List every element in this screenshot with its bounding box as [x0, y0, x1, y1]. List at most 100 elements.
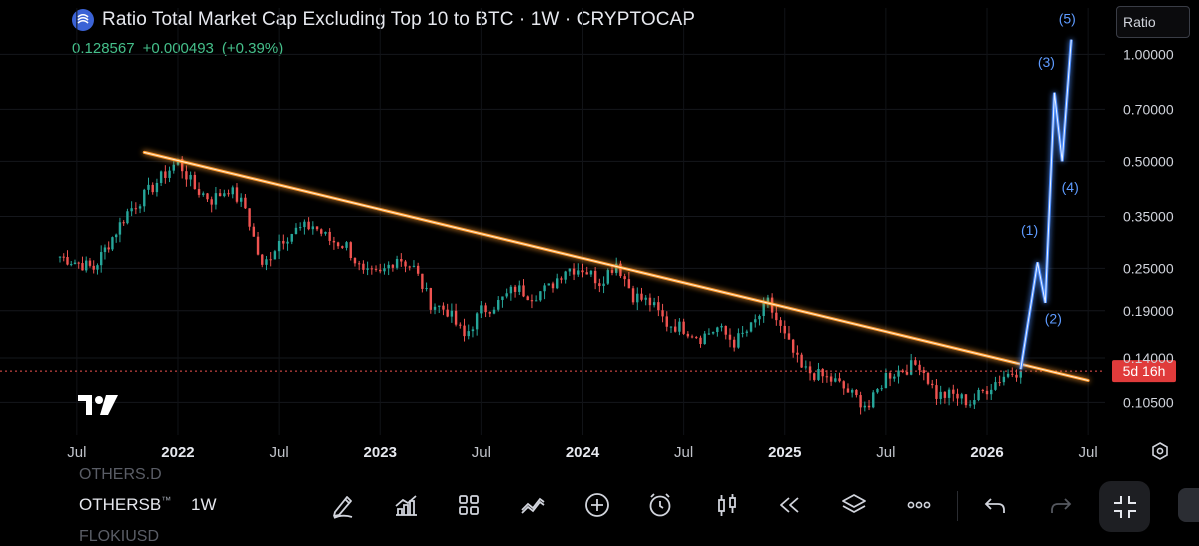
price-axis[interactable]: 1.00000 0.70000 0.50000 0.35000 0.25000 0.190… — [1123, 46, 1174, 410]
replay-icon[interactable] — [773, 488, 807, 522]
candle-body — [581, 270, 584, 273]
scale-mode-button[interactable]: Ratio — [1116, 6, 1190, 38]
candle-body — [973, 400, 976, 405]
draw-tool-icon[interactable] — [326, 488, 360, 522]
compare-icon[interactable] — [516, 488, 550, 522]
candle-body — [454, 310, 458, 325]
more-icon[interactable] — [902, 488, 936, 522]
symbol-name: OTHERSB — [79, 495, 162, 514]
candle-body — [408, 266, 411, 268]
candle-body — [62, 256, 65, 258]
candle-body — [294, 227, 298, 235]
add-icon[interactable] — [580, 488, 614, 522]
candle-body — [459, 324, 462, 326]
candle-body — [193, 174, 197, 190]
undo-icon[interactable] — [978, 488, 1012, 522]
candle-body — [126, 211, 129, 224]
candle-body — [235, 187, 239, 202]
candle-body — [492, 309, 496, 314]
chart-canvas[interactable]: 5d 16h (1) (2) (3) (4) (5) 1.00000 0.70000 0.50… — [0, 0, 1199, 470]
candle-body — [914, 360, 917, 365]
gear-icon[interactable] — [1152, 442, 1168, 460]
title-row: Ratio Total Market Cap Excluding Top 10 … — [72, 9, 695, 31]
candle-body — [70, 264, 73, 266]
candle-body — [303, 221, 306, 228]
time-axis[interactable]: Jul 2022 Jul 2023 Jul 2024 Jul 2025 Jul 2026 Jul — [67, 444, 1097, 461]
price-tick-label: 0.35000 — [1123, 208, 1174, 224]
layers-icon[interactable] — [837, 488, 871, 522]
candle-body — [130, 208, 133, 212]
symbol-selector[interactable]: OTHERSB™ — [79, 495, 171, 515]
candle-body — [627, 279, 631, 289]
candle-body — [909, 360, 913, 375]
price-tick-label: 0.10500 — [1123, 394, 1174, 410]
candle-body — [716, 327, 719, 333]
candle-body — [728, 334, 732, 340]
candle-body — [223, 193, 226, 197]
candle-body — [791, 339, 795, 353]
candles-layer — [58, 156, 1022, 415]
candle-body — [256, 236, 260, 255]
candle-body — [114, 234, 118, 238]
candle-body — [661, 310, 664, 317]
collapse-icon — [1113, 495, 1136, 518]
candle-body — [202, 193, 205, 195]
fullscreen-button[interactable] — [1099, 481, 1150, 532]
candle-body — [261, 254, 264, 265]
avatar[interactable] — [1178, 488, 1199, 522]
templates-icon[interactable] — [452, 488, 486, 522]
time-tick-label: Jul — [67, 444, 86, 461]
candle-body — [530, 300, 534, 302]
candle-body — [758, 315, 761, 320]
indicators-icon[interactable] — [389, 488, 423, 522]
chart-type-icon[interactable] — [710, 488, 744, 522]
candle-body — [935, 385, 938, 399]
candle-body — [513, 286, 517, 292]
candle-body — [189, 174, 192, 180]
time-tick-label: Jul — [472, 444, 491, 461]
alert-icon[interactable] — [643, 488, 677, 522]
candle-body — [943, 391, 947, 398]
time-tick-label: Jul — [1079, 444, 1098, 461]
chart-title[interactable]: Ratio Total Market Cap Excluding Top 10 … — [102, 9, 696, 30]
candle-body — [103, 247, 107, 253]
candle-body — [572, 268, 576, 275]
candle-body — [248, 208, 251, 227]
candle-body — [400, 258, 403, 262]
candle-body — [66, 257, 69, 265]
candle-body — [231, 187, 234, 195]
candle-body — [994, 382, 997, 390]
candle-body — [328, 231, 331, 241]
candle-body — [138, 206, 142, 209]
ghost-symbol-below: FLOKIUSD — [79, 528, 160, 545]
candle-body — [648, 297, 652, 306]
candle-body — [543, 285, 546, 292]
redo-icon[interactable] — [1044, 488, 1078, 522]
candle-body — [379, 269, 382, 272]
candle-body — [834, 378, 837, 382]
candle-body — [467, 331, 470, 337]
candle-body — [623, 276, 626, 280]
candle-body — [825, 376, 829, 378]
candle-body — [741, 332, 744, 334]
candle-body — [665, 316, 668, 327]
candle-body — [526, 296, 529, 301]
candle-body — [96, 265, 99, 270]
candle-body — [585, 272, 588, 275]
candle-body — [206, 193, 209, 200]
candle-body — [872, 392, 875, 408]
candle-body — [147, 184, 150, 190]
candle-body — [214, 193, 218, 205]
candle-body — [143, 189, 146, 207]
candle-body — [880, 388, 883, 390]
candle-body — [277, 240, 281, 252]
candle-body — [252, 226, 256, 237]
candle-body — [897, 370, 900, 377]
candle-body — [981, 389, 985, 391]
candle-body — [678, 321, 681, 332]
candle-body — [1019, 371, 1022, 378]
candle-body — [606, 270, 609, 284]
candle-body — [690, 336, 694, 338]
candle-body — [391, 264, 395, 268]
interval-selector[interactable]: 1W — [191, 495, 217, 514]
